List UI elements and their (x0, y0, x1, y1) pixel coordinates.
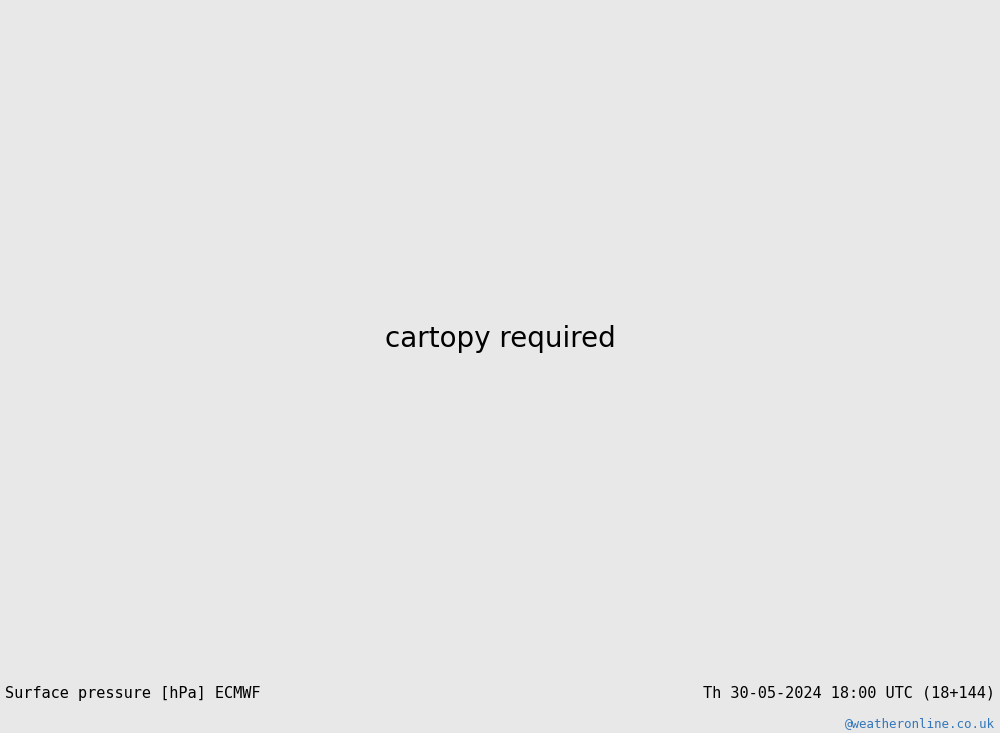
Text: @weatheronline.co.uk: @weatheronline.co.uk (845, 717, 995, 729)
Text: Th 30-05-2024 18:00 UTC (18+144): Th 30-05-2024 18:00 UTC (18+144) (703, 686, 995, 701)
Text: Surface pressure [hPa] ECMWF: Surface pressure [hPa] ECMWF (5, 686, 260, 701)
Text: cartopy required: cartopy required (385, 325, 615, 353)
